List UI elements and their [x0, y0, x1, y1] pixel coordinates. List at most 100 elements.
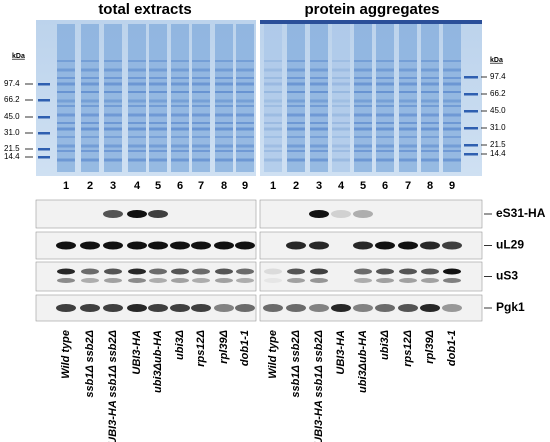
gel-band: [236, 113, 254, 117]
gel-band: [354, 158, 372, 162]
gel-band: [332, 105, 350, 107]
blot-band: [103, 210, 123, 218]
blot-band: [353, 241, 373, 250]
blot-band: [264, 278, 282, 283]
blot-band: [192, 268, 210, 275]
gel-band: [171, 82, 189, 86]
gel-band: [376, 68, 394, 72]
blot-band: [103, 304, 123, 312]
gel-band: [332, 158, 350, 162]
gel-band: [236, 127, 254, 131]
blot-band: [128, 278, 146, 283]
gel-band: [354, 82, 372, 86]
blot-band: [215, 278, 233, 283]
gel-band: [399, 60, 417, 62]
marker-band: [38, 99, 50, 102]
gel-band: [149, 82, 167, 86]
gel-band: [332, 136, 350, 138]
gel-band: [399, 99, 417, 103]
gel-band: [376, 60, 394, 62]
marker-label: 45.0: [4, 112, 20, 121]
gel-band: [57, 60, 75, 62]
gel-band: [171, 122, 189, 124]
gel-band: [236, 158, 254, 162]
marker-band: [38, 132, 50, 135]
blot-band: [421, 268, 439, 275]
blot-band: [420, 304, 440, 312]
blot-band: [398, 241, 418, 250]
marker-band: [464, 110, 478, 113]
blot-band: [214, 304, 234, 312]
strain-label: ssb1Δ ssb2Δ: [290, 330, 302, 398]
gel-band: [332, 91, 350, 93]
gel-band: [81, 99, 99, 103]
blot-band: [309, 304, 329, 312]
gel-band: [171, 144, 189, 148]
gel-band: [128, 122, 146, 124]
marker-band: [38, 148, 50, 151]
gel-band: [443, 136, 461, 138]
gel-band: [104, 127, 122, 131]
gel-band: [215, 77, 233, 79]
gel-band: [128, 91, 146, 93]
gel-band: [128, 77, 146, 79]
gel-band: [236, 77, 254, 79]
strain-label: ubi3Δ: [174, 330, 186, 360]
gel-band: [128, 105, 146, 107]
gel-band: [149, 105, 167, 107]
gel-band: [421, 68, 439, 72]
blot-band: [191, 241, 211, 250]
gel-band: [236, 99, 254, 103]
gel-band: [171, 158, 189, 162]
gel-band: [310, 158, 328, 162]
gel-band: [104, 82, 122, 86]
blot-band: [127, 304, 147, 312]
blot-band: [287, 268, 305, 275]
blot-band: [399, 268, 417, 275]
gel-band: [192, 77, 210, 79]
lane-number: 4: [134, 180, 141, 192]
gel-lane: [287, 24, 305, 172]
gel-band: [443, 150, 461, 152]
gel-band: [421, 82, 439, 86]
gel-band: [57, 150, 75, 152]
blot-band: [287, 278, 305, 283]
panel-title: total extracts: [98, 1, 191, 18]
strain-label: rps12Δ: [195, 330, 207, 367]
gel-band: [376, 144, 394, 148]
gel-band: [57, 144, 75, 148]
gel-lane: [192, 24, 210, 172]
marker-band: [38, 156, 50, 159]
gel-band: [264, 91, 282, 93]
strain-label: rps12Δ: [402, 330, 414, 367]
gel-band: [287, 136, 305, 138]
gel-band: [399, 113, 417, 117]
blot-band: [398, 304, 418, 312]
gel-lane: [236, 24, 254, 172]
gel-band: [149, 144, 167, 148]
lane-number: 6: [382, 180, 388, 192]
gel-band: [287, 77, 305, 79]
gel-band: [310, 122, 328, 124]
gel-band: [443, 77, 461, 79]
blot-band: [148, 241, 168, 250]
gel-band: [376, 150, 394, 152]
gel-band: [443, 105, 461, 107]
gel-band: [287, 68, 305, 72]
gel-band: [215, 122, 233, 124]
marker-label: 31.0: [4, 128, 20, 137]
gel-band: [128, 60, 146, 62]
marker-label: 97.4: [490, 72, 506, 81]
strain-label: dob1-1: [446, 330, 458, 366]
gel-band: [57, 77, 75, 79]
strain-label: ubi3Δ: [379, 330, 391, 360]
gel-band: [149, 68, 167, 72]
blot-band: [264, 268, 282, 275]
gel-lane: [332, 24, 350, 172]
gel-band: [264, 77, 282, 79]
gel-band: [310, 68, 328, 72]
lane-number: 6: [177, 180, 183, 192]
gel-band: [310, 113, 328, 117]
lane-number: 2: [87, 180, 93, 192]
gel-band: [81, 105, 99, 107]
